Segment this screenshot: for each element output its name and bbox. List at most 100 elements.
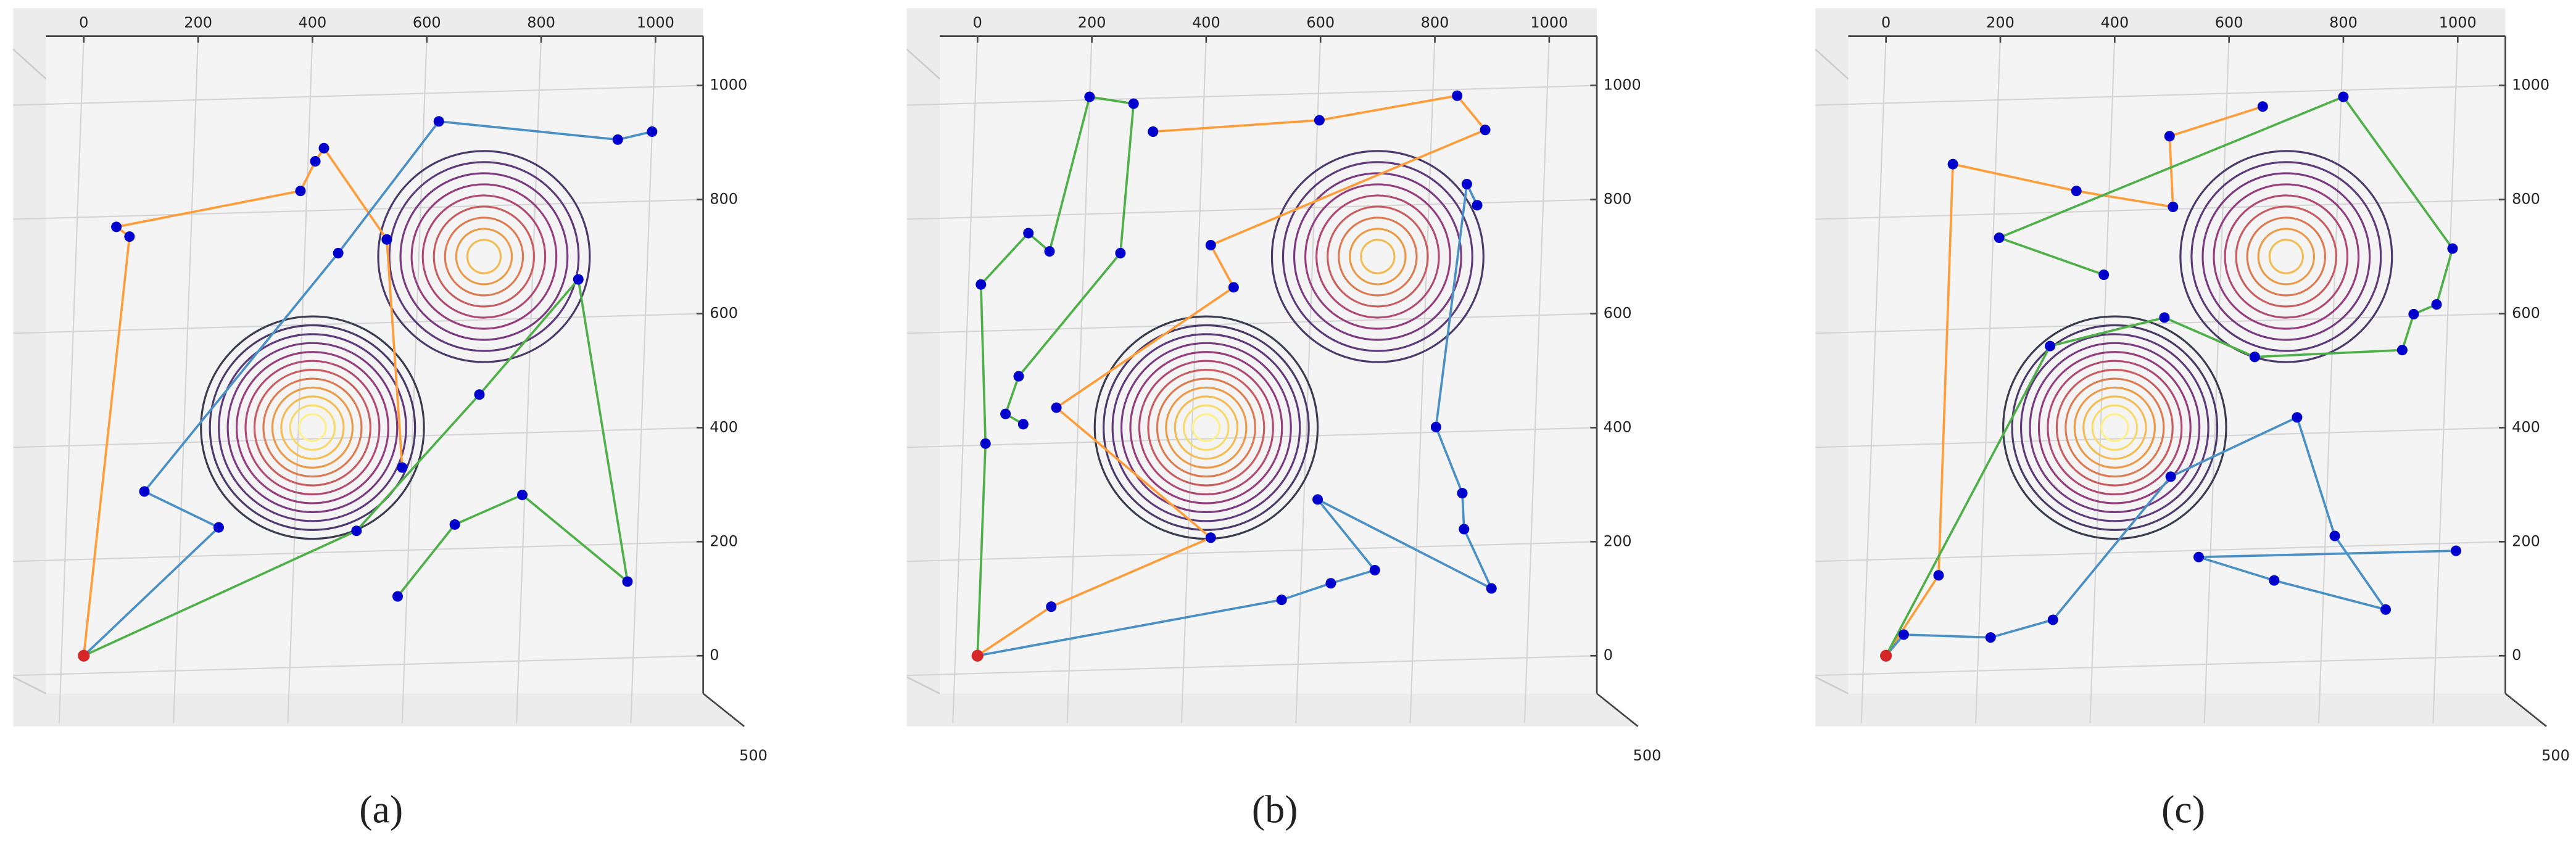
- contour: [388, 161, 580, 352]
- grid-line: [1066, 36, 1093, 723]
- x-tick-label: 400: [2100, 14, 2129, 31]
- waypoint: [381, 234, 392, 245]
- caption: (c): [2161, 788, 2205, 831]
- grid-line: [1409, 36, 1436, 723]
- waypoint: [2098, 270, 2110, 281]
- contour: [1338, 216, 1418, 297]
- contour: [1191, 413, 1221, 442]
- contour: [2235, 205, 2338, 308]
- contour: [271, 386, 354, 469]
- uav-path: [977, 94, 1488, 657]
- x-tick-label: 200: [184, 14, 212, 31]
- contour: [2257, 228, 2316, 286]
- waypoint: [1480, 125, 1491, 136]
- contour: [2002, 315, 2227, 540]
- grid-line: [1860, 36, 1887, 723]
- contour: [2055, 369, 2174, 487]
- waypoint: [1985, 632, 1996, 643]
- caption: (a): [359, 788, 403, 831]
- waypoint: [1128, 98, 1139, 109]
- contour: [253, 369, 371, 487]
- y-tick-label: 0: [710, 646, 719, 664]
- waypoint: [310, 156, 321, 167]
- contour: [244, 360, 381, 496]
- waypoint: [1115, 247, 1126, 258]
- waypoint: [1044, 246, 1055, 257]
- contour: [1360, 239, 1396, 274]
- waypoint: [397, 462, 408, 473]
- x-tick-label: 800: [2329, 14, 2358, 31]
- grid-line: [1295, 36, 1322, 723]
- contour: [444, 216, 524, 297]
- contour: [2268, 239, 2304, 274]
- waypoint: [1459, 524, 1470, 535]
- contour: [1327, 205, 1429, 308]
- grid-line: [906, 313, 1597, 334]
- waypoint: [612, 134, 623, 145]
- waypoint: [975, 279, 987, 290]
- waypoint: [2168, 201, 2179, 213]
- contour: [455, 228, 513, 286]
- grid-line: [58, 36, 85, 723]
- waypoint: [2047, 614, 2058, 625]
- x-tick-label: 0: [79, 14, 88, 31]
- box-wall: [46, 36, 703, 694]
- grid-line: [906, 427, 1597, 448]
- contour: [466, 239, 502, 274]
- contour: [1304, 183, 1451, 330]
- waypoint: [474, 389, 485, 400]
- panel: 0 200 400 600 800 1000 0 200 400 600 800 1000 500 (c): [1815, 8, 2570, 831]
- grid-line: [516, 36, 542, 723]
- grid-line: [2203, 36, 2230, 723]
- box-wall: [940, 36, 1597, 694]
- z-tick-label: 500: [739, 747, 768, 764]
- grid-line: [1815, 541, 2506, 562]
- waypoint: [1369, 565, 1380, 576]
- waypoint: [2292, 412, 2303, 423]
- x-tick-label: 0: [973, 14, 982, 31]
- box-edge: [12, 676, 47, 694]
- waypoint: [1205, 532, 1216, 543]
- x-tick-label: 400: [299, 14, 327, 31]
- waypoint: [1312, 494, 1323, 505]
- contour: [2091, 404, 2139, 451]
- waypoint: [2165, 471, 2176, 482]
- grid-line: [906, 84, 1597, 106]
- contour: [2065, 377, 2165, 478]
- box-edge: [906, 48, 940, 80]
- waypoint: [2193, 551, 2205, 562]
- grid-line: [1975, 36, 2002, 723]
- z-tick-label: 500: [1633, 747, 1662, 764]
- y-tick-label: 600: [2512, 304, 2540, 321]
- x-tick-label: 600: [1306, 14, 1335, 31]
- waypoint: [1933, 570, 1944, 581]
- grid-line: [173, 36, 199, 723]
- waypoint: [1017, 419, 1029, 430]
- waypoint: [2164, 131, 2175, 142]
- waypoint: [647, 126, 658, 137]
- origin: [971, 649, 984, 662]
- contour: [1293, 172, 1462, 341]
- waypoint: [2396, 345, 2408, 356]
- contour: [209, 324, 416, 531]
- waypoint: [1228, 282, 1239, 293]
- contour: [2037, 351, 2192, 504]
- waypoint: [1947, 158, 1958, 170]
- caption: (b): [1252, 788, 1298, 831]
- box-edge: [12, 48, 47, 80]
- y-tick-label: 200: [1604, 532, 1632, 550]
- contour: [200, 315, 425, 540]
- grid-line: [1815, 313, 2506, 334]
- y-tick-label: 1000: [710, 76, 747, 94]
- contour: [1120, 342, 1292, 513]
- waypoint: [111, 221, 122, 233]
- waypoint: [333, 247, 344, 258]
- grid-line: [2317, 36, 2345, 723]
- waypoint: [1084, 91, 1095, 102]
- x-tick-label: 200: [1078, 14, 1106, 31]
- contour: [280, 395, 345, 460]
- y-tick-label: 600: [1604, 304, 1632, 321]
- grid-line: [906, 655, 1597, 677]
- y-tick-label: 0: [2512, 646, 2521, 664]
- waypoint: [622, 576, 633, 587]
